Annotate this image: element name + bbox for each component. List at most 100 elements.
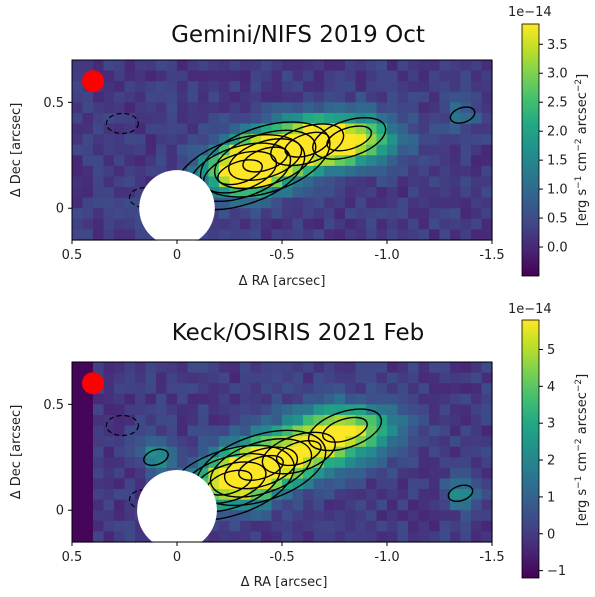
- heatmap-cell: [313, 176, 325, 188]
- heatmap-cell: [219, 478, 231, 490]
- heatmap-cell: [229, 383, 241, 395]
- heatmap-cell: [261, 489, 273, 501]
- heatmap-cell: [345, 446, 357, 458]
- y-tick-label: 0: [56, 202, 64, 217]
- heatmap-cell: [198, 436, 210, 448]
- heatmap-cell: [397, 208, 409, 220]
- heatmap-cell: [261, 520, 273, 533]
- heatmap-cell: [250, 510, 262, 522]
- heatmap-cell: [408, 404, 420, 416]
- heatmap-cell: [282, 60, 294, 72]
- heatmap-cell: [471, 446, 483, 458]
- colorbar-tick-label: 0.0: [547, 241, 568, 256]
- heatmap-cell: [429, 499, 441, 511]
- heatmap-cell: [345, 144, 357, 156]
- heatmap-cell: [156, 393, 168, 405]
- heatmap-cell: [303, 70, 315, 82]
- heatmap-cell: [292, 208, 304, 220]
- heatmap-cell: [208, 134, 220, 146]
- heatmap-cell: [82, 489, 94, 501]
- heatmap-cell: [460, 372, 472, 384]
- heatmap-cell: [114, 520, 126, 533]
- heatmap-cell: [460, 520, 472, 533]
- heatmap-cell: [282, 229, 294, 241]
- heatmap-cell: [114, 123, 126, 135]
- heatmap-cell: [303, 102, 315, 114]
- heatmap-cell: [481, 70, 493, 82]
- heatmap-cell: [72, 425, 84, 437]
- heatmap-cell: [271, 414, 283, 427]
- heatmap-cell: [271, 197, 283, 209]
- heatmap-cell: [460, 499, 472, 511]
- heatmap-cell: [145, 112, 157, 125]
- colorbar-tick-label: 4: [547, 380, 555, 395]
- heatmap-cell: [282, 123, 294, 135]
- heatmap-cell: [345, 91, 357, 103]
- heatmap-cell: [292, 467, 304, 480]
- heatmap-cell: [387, 372, 399, 384]
- heatmap-cell: [82, 436, 94, 448]
- heatmap-cell: [292, 176, 304, 188]
- heatmap-cell: [261, 70, 273, 82]
- heatmap-cell: [324, 165, 336, 178]
- heatmap-cell: [334, 383, 346, 395]
- heatmap-cell: [303, 393, 315, 405]
- heatmap-cell: [103, 102, 115, 114]
- heatmap-cell: [261, 134, 273, 146]
- heatmap-cell: [366, 70, 378, 82]
- heatmap-cell: [82, 520, 94, 533]
- heatmap-cell: [250, 102, 262, 114]
- heatmap-cell: [177, 70, 189, 82]
- heatmap-cell: [387, 436, 399, 448]
- heatmap-cell: [439, 436, 451, 448]
- heatmap-cell: [355, 393, 367, 405]
- heatmap-cell: [82, 362, 94, 374]
- negative-contour: [105, 112, 140, 135]
- heatmap-cell: [93, 102, 105, 114]
- heatmap-cell: [324, 197, 336, 209]
- heatmap-cell: [82, 176, 94, 188]
- heatmap-cell: [355, 404, 367, 416]
- heatmap-cell: [219, 404, 231, 416]
- heatmap-cell: [72, 393, 84, 405]
- heatmap-cell: [271, 499, 283, 511]
- heatmap-cell: [408, 229, 420, 241]
- heatmap-cell: [261, 112, 273, 125]
- heatmap-cell: [345, 176, 357, 188]
- heatmap-cell: [229, 425, 241, 437]
- heatmap-cell: [366, 229, 378, 241]
- contour-line: [242, 146, 289, 173]
- heatmap-cell: [355, 489, 367, 501]
- heatmap-cell: [334, 478, 346, 490]
- heatmap-cell: [72, 81, 84, 93]
- heatmap-cell: [271, 155, 283, 167]
- heatmap-cell: [240, 393, 252, 405]
- colorbar-label: [erg s−1 cm−2 arcsec−2]: [574, 374, 590, 526]
- heatmap-cell: [82, 197, 94, 209]
- heatmap-cell: [376, 208, 388, 220]
- occulter-mask: [139, 170, 215, 247]
- heatmap-cell: [397, 436, 409, 448]
- heatmap-cell: [261, 155, 273, 167]
- contour-line: [261, 431, 336, 475]
- heatmap-cell: [366, 187, 378, 199]
- heatmap-cell: [166, 362, 178, 374]
- heatmap-cell: [439, 218, 451, 231]
- heatmap-cell: [166, 123, 178, 135]
- heatmap-cell: [219, 91, 231, 103]
- heatmap-cell: [135, 60, 147, 72]
- heatmap-cell: [198, 144, 210, 156]
- heatmap-cell: [366, 457, 378, 469]
- heatmap-cell: [292, 134, 304, 146]
- heatmap-cell: [219, 218, 231, 231]
- heatmap-cell: [219, 362, 231, 374]
- heatmap-cell: [355, 229, 367, 241]
- heatmap-cell: [93, 531, 105, 543]
- colorbar-label: [erg s−1 cm−2 arcsec−2]: [574, 74, 590, 226]
- heatmap-cell: [124, 372, 136, 384]
- heatmap-cell: [156, 91, 168, 103]
- heatmap-cell: [418, 520, 430, 533]
- heatmap-cell: [208, 155, 220, 167]
- heatmap-cell: [72, 436, 84, 448]
- heatmap-cell: [282, 414, 294, 427]
